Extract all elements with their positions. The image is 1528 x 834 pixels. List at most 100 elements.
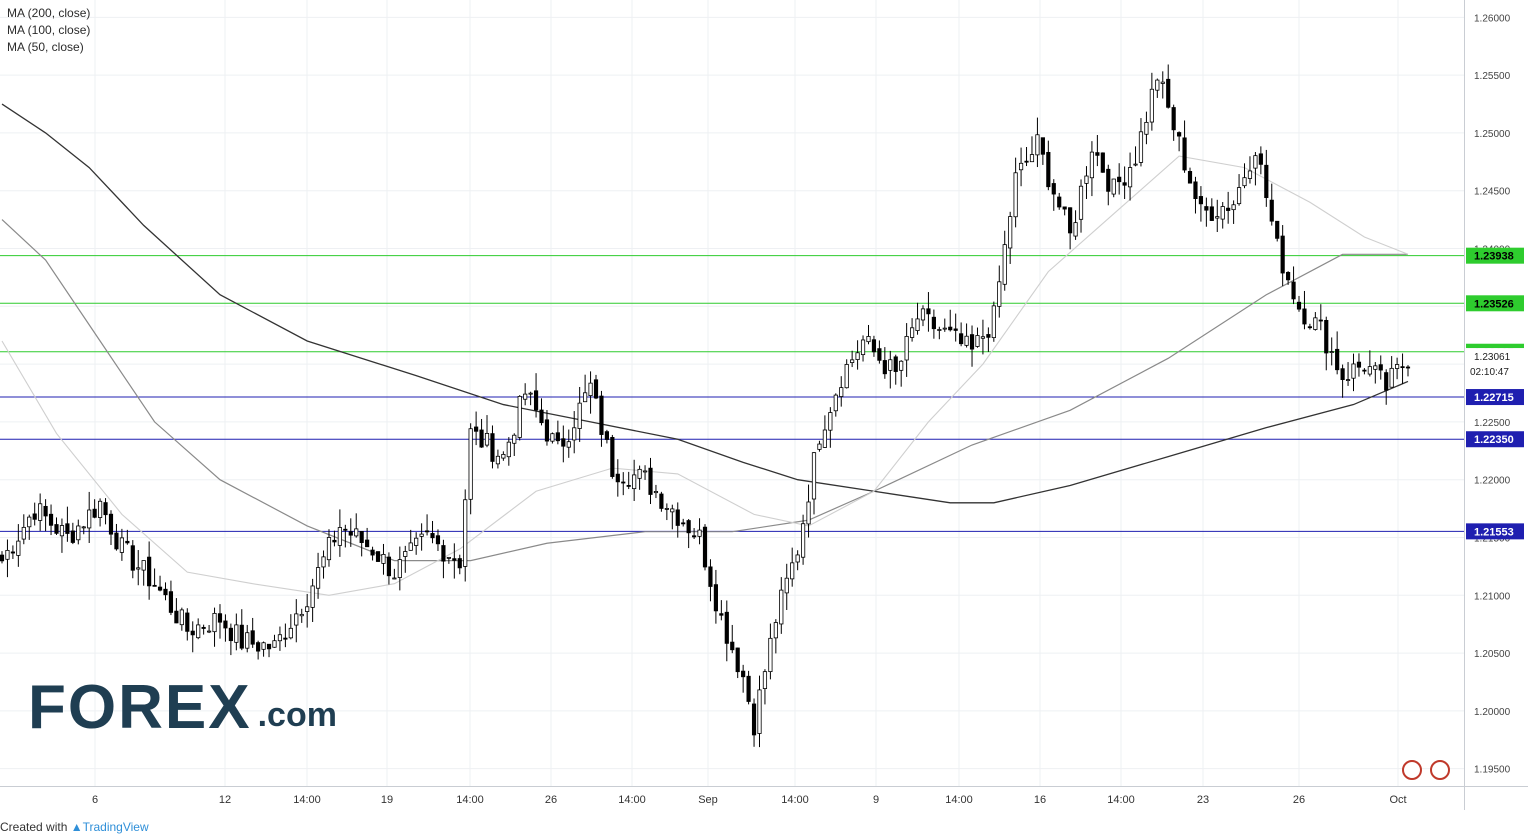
- candle-down: [610, 437, 615, 477]
- time-axis[interactable]: 6 12 14:00 19 14:00 26 14:00 Sep 14:00 9 14:00 16 14…: [92, 794, 1407, 806]
- candle-down: [152, 584, 157, 587]
- y-tick-label: 1.22000: [1474, 476, 1511, 487]
- candle-up: [664, 508, 669, 510]
- candle-up: [653, 491, 659, 494]
- candle-up: [245, 632, 250, 649]
- level-tag[interactable]: [1466, 523, 1524, 540]
- candle-up: [1013, 172, 1018, 218]
- x-tick-label: 6: [92, 794, 98, 806]
- legend-ma200[interactable]: MA (200, close): [7, 6, 91, 20]
- level-tag[interactable]: [1466, 431, 1524, 448]
- indicator-legend[interactable]: MA (200, close) MA (100, close) MA (50, …: [7, 5, 90, 56]
- candle-up: [1373, 365, 1378, 370]
- candle-down: [103, 502, 108, 516]
- y-tick-label: 1.26000: [1474, 13, 1511, 24]
- candle-up: [119, 537, 124, 553]
- candle-up: [523, 393, 528, 400]
- legend-ma100[interactable]: MA (100, close): [7, 23, 91, 37]
- candle-up: [337, 527, 342, 546]
- candle-up: [27, 516, 32, 528]
- candle-up: [768, 637, 773, 673]
- candle-up: [1127, 167, 1133, 188]
- tradingview-credit[interactable]: Created with ▲TradingView: [0, 820, 149, 834]
- grid: [0, 0, 1464, 786]
- candle-up: [484, 433, 490, 446]
- candle-down: [741, 670, 746, 678]
- candle-up: [305, 606, 310, 612]
- candle-down: [675, 509, 680, 526]
- candle-down: [1384, 372, 1389, 391]
- candle-up: [206, 630, 212, 633]
- candle-down: [986, 334, 991, 338]
- candle-up: [860, 339, 866, 356]
- candle-down: [114, 532, 119, 550]
- candle-down: [1106, 168, 1111, 192]
- candle-up: [326, 537, 332, 561]
- candle-down: [1275, 220, 1280, 239]
- candle-down: [32, 513, 37, 520]
- candle-down: [348, 531, 353, 536]
- y-tick-label: 1.25000: [1474, 129, 1511, 140]
- x-tick-label: 23: [1197, 794, 1209, 806]
- candle-down: [724, 611, 729, 644]
- candle-down: [157, 586, 163, 591]
- candle-down: [490, 433, 495, 462]
- candle-down: [1100, 152, 1105, 173]
- candle-up: [179, 609, 184, 626]
- candle-up: [528, 392, 533, 395]
- candle-up: [1138, 131, 1144, 163]
- x-tick-label: 16: [1034, 794, 1046, 806]
- candle-down: [1291, 281, 1296, 300]
- candle-down: [223, 620, 228, 629]
- candle-up: [899, 360, 904, 371]
- candle-up: [1089, 151, 1095, 179]
- ma50-line: [1, 155, 1409, 596]
- candle-down: [533, 390, 539, 411]
- level-tag[interactable]: [1466, 247, 1524, 264]
- legend-ma50[interactable]: MA (50, close): [7, 40, 84, 54]
- candle-up: [234, 624, 239, 643]
- candle-down: [746, 675, 751, 702]
- credit-brand[interactable]: TradingView: [82, 820, 149, 834]
- candle-up: [419, 533, 424, 537]
- candle-down: [893, 356, 898, 372]
- level-tag[interactable]: [1466, 295, 1524, 312]
- candle-down: [48, 513, 54, 526]
- x-tick-label: Sep: [698, 794, 718, 806]
- candle-down: [877, 348, 882, 361]
- candle-up: [468, 428, 473, 500]
- candle-up: [1395, 364, 1400, 369]
- x-tick-label: 26: [545, 794, 557, 806]
- candle-down: [686, 520, 691, 534]
- ma200-line: [1, 103, 1409, 504]
- candle-down: [1356, 361, 1362, 368]
- uk-flag-icon[interactable]: [1430, 760, 1450, 780]
- candle-down: [719, 613, 724, 616]
- candle-down: [1062, 206, 1067, 210]
- candle-up: [38, 503, 43, 521]
- candle-down: [604, 431, 609, 440]
- candle-up: [811, 452, 817, 500]
- candle-down: [1024, 160, 1029, 163]
- candle-up: [512, 434, 517, 444]
- candle-up: [1133, 163, 1138, 166]
- candle-up: [1329, 351, 1334, 354]
- candle-up: [299, 613, 304, 617]
- candle-down: [1057, 196, 1062, 208]
- candle-up: [354, 528, 359, 537]
- candle-up: [980, 336, 986, 339]
- last-price-tag[interactable]: [1466, 348, 1524, 379]
- candle-up: [98, 500, 103, 518]
- level-tag[interactable]: [1466, 389, 1524, 406]
- candle-down: [0, 554, 5, 562]
- x-tick-label: 14:00: [1107, 794, 1135, 806]
- candle-up: [1389, 367, 1394, 388]
- event-flags[interactable]: [1402, 760, 1450, 780]
- us-flag-icon[interactable]: [1402, 760, 1422, 780]
- level-tag-label: 1.22350: [1474, 434, 1514, 446]
- candle-up: [414, 537, 419, 546]
- candle-down: [1405, 366, 1411, 369]
- candle-up: [294, 613, 299, 626]
